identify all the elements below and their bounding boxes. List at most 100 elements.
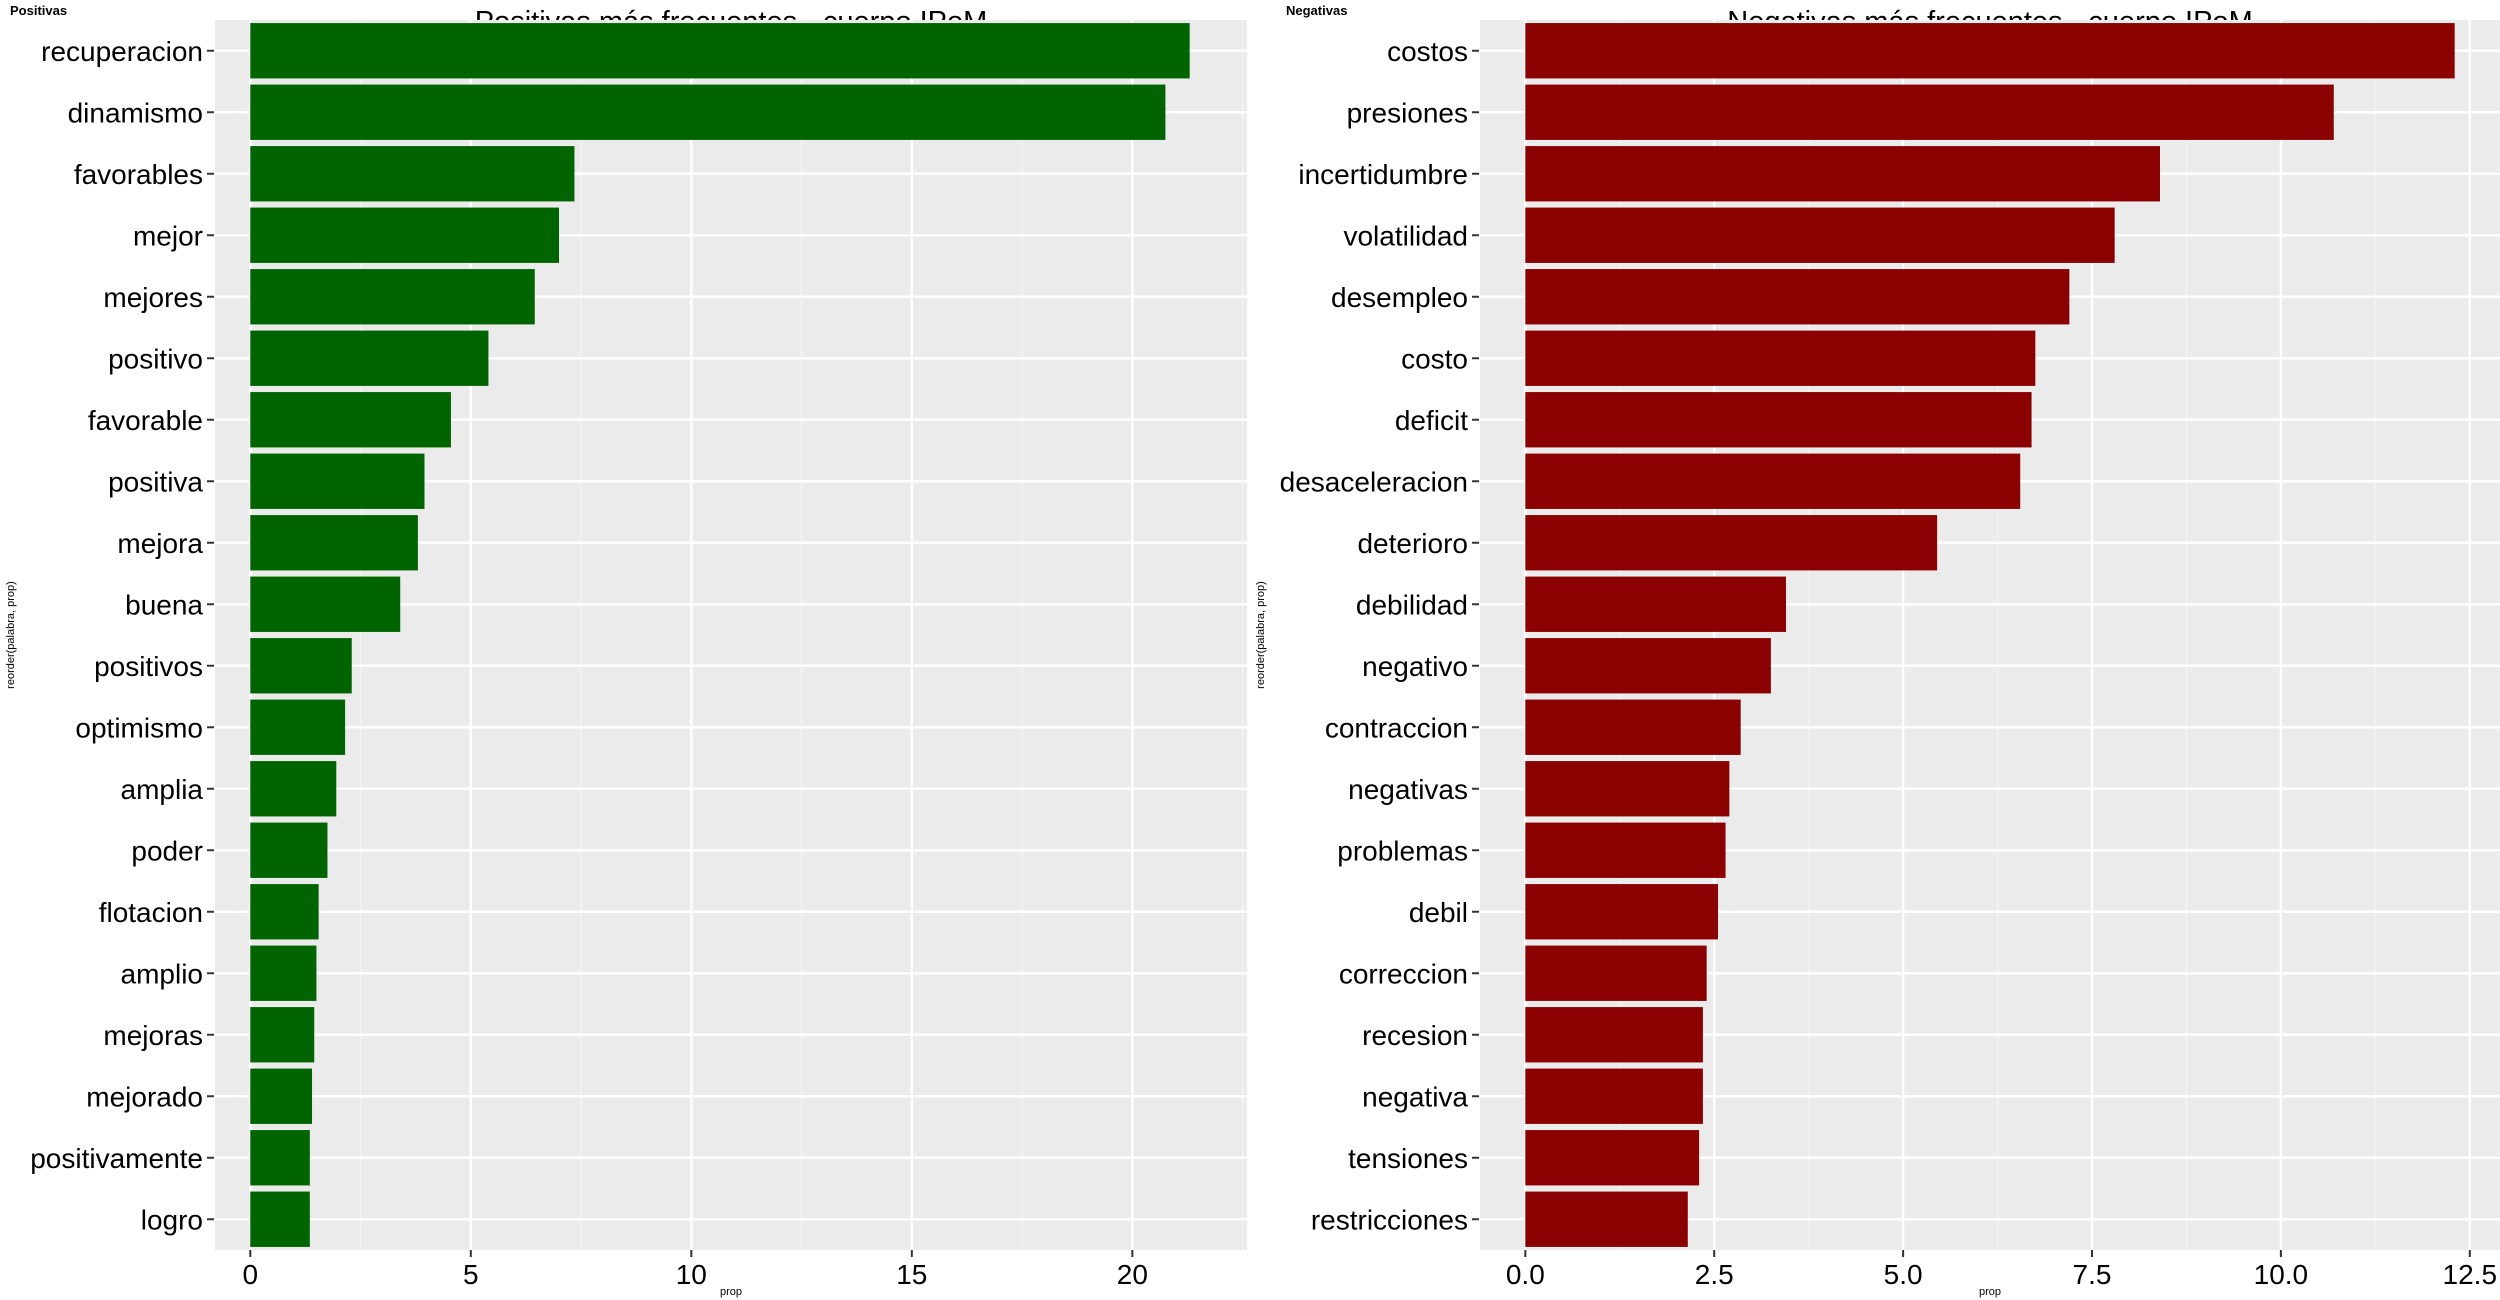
bar-positivamente	[250, 1130, 310, 1186]
category-label: negativa	[1362, 1081, 1468, 1112]
category-label: dinamismo	[68, 97, 203, 128]
bar-mejora	[250, 515, 418, 571]
category-label: deficit	[1395, 405, 1468, 436]
bar-debilidad	[1525, 576, 1786, 632]
x-tick-label: 12.5	[2443, 1259, 2498, 1290]
x-axis-title: prop	[1979, 1286, 2001, 1298]
x-tick-label: 5	[463, 1259, 479, 1290]
bar-recuperacion	[250, 23, 1190, 79]
category-label: favorables	[74, 159, 203, 190]
category-label: costo	[1401, 343, 1468, 374]
category-label: positivo	[108, 343, 203, 374]
bar-restricciones	[1525, 1191, 1688, 1247]
bar-tensiones	[1525, 1130, 1700, 1186]
category-label: mejorado	[86, 1081, 203, 1112]
bar-amplia	[250, 761, 337, 817]
x-tick-label: 0.0	[1506, 1259, 1545, 1290]
x-tick-label: 5.0	[1884, 1259, 1923, 1290]
plot-background	[215, 20, 1247, 1250]
bar-negativo	[1525, 638, 1771, 694]
category-label: mejores	[103, 282, 203, 313]
bar-negativa	[1525, 1068, 1703, 1124]
category-label: debilidad	[1356, 589, 1468, 620]
bar-mejores	[250, 269, 535, 325]
bar-mejoras	[250, 1007, 315, 1063]
x-tick-label: 15	[896, 1259, 927, 1290]
category-label: incertidumbre	[1298, 159, 1468, 190]
category-label: contraccion	[1325, 712, 1468, 743]
category-label: deterioro	[1357, 528, 1468, 559]
bar-dinamismo	[250, 84, 1166, 140]
bar-recesion	[1525, 1007, 1703, 1063]
plot-background	[1480, 20, 2500, 1250]
category-label: presiones	[1347, 97, 1468, 128]
chart-panel-positivas: PositivasPositivas más frecuentes - cuer…	[5, 3, 1247, 1298]
category-label: volatilidad	[1343, 220, 1468, 251]
x-tick-label: 2.5	[1695, 1259, 1734, 1290]
category-label: desaceleracion	[1280, 466, 1468, 497]
category-label: costos	[1387, 36, 1468, 67]
category-label: desempleo	[1331, 282, 1468, 313]
category-label: flotacion	[99, 897, 203, 928]
category-label: restricciones	[1311, 1204, 1468, 1235]
bar-deficit	[1525, 392, 2032, 448]
y-axis-title: reorder(palabra, prop)	[1255, 581, 1267, 689]
bar-flotacion	[250, 884, 319, 940]
x-tick-label: 10	[676, 1259, 707, 1290]
bar-problemas	[1525, 822, 1726, 878]
category-label: recesion	[1362, 1020, 1468, 1051]
bar-correccion	[1525, 945, 1707, 1001]
bar-desempleo	[1525, 269, 2070, 325]
category-label: logro	[141, 1204, 203, 1235]
category-label: tensiones	[1348, 1143, 1468, 1174]
bar-favorable	[250, 392, 451, 448]
bar-incertidumbre	[1525, 146, 2160, 202]
category-label: mejor	[133, 220, 203, 251]
category-label: positivos	[94, 651, 203, 682]
bar-negativas	[1525, 761, 1730, 817]
bar-costos	[1525, 23, 2455, 79]
bar-debil	[1525, 884, 1718, 940]
bar-optimismo	[250, 699, 346, 755]
bar-amplio	[250, 945, 317, 1001]
x-tick-label: 10.0	[2254, 1259, 2309, 1290]
x-axis-title: prop	[720, 1286, 742, 1298]
bar-presiones	[1525, 84, 2334, 140]
category-label: negativo	[1362, 651, 1468, 682]
panel-tag: Positivas	[10, 3, 67, 18]
bar-logro	[250, 1191, 310, 1247]
x-tick-label: 7.5	[2073, 1259, 2112, 1290]
category-label: buena	[125, 589, 203, 620]
x-tick-label: 20	[1117, 1259, 1148, 1290]
category-label: recuperacion	[41, 36, 203, 67]
bar-positivos	[250, 638, 352, 694]
category-label: mejoras	[103, 1020, 203, 1051]
category-label: positivamente	[30, 1143, 203, 1174]
category-label: favorable	[88, 405, 203, 436]
bar-favorables	[250, 146, 575, 202]
bar-volatilidad	[1525, 207, 2115, 263]
category-label: poder	[131, 835, 203, 866]
category-label: correccion	[1339, 958, 1468, 989]
category-label: debil	[1409, 897, 1468, 928]
category-label: positiva	[108, 466, 203, 497]
chart-panel-negativas: NegativasNegativas más frecuentes - cuer…	[1255, 3, 2500, 1298]
panel-tag: Negativas	[1286, 3, 1347, 18]
category-label: negativas	[1348, 774, 1468, 805]
category-label: amplia	[121, 774, 204, 805]
bar-positiva	[250, 453, 425, 509]
bar-positivo	[250, 330, 489, 386]
bar-poder	[250, 822, 328, 878]
bar-contraccion	[1525, 699, 1741, 755]
bar-buena	[250, 576, 401, 632]
category-label: amplio	[121, 958, 203, 989]
category-label: problemas	[1337, 835, 1468, 866]
bar-costo	[1525, 330, 2036, 386]
category-label: mejora	[117, 528, 203, 559]
category-label: optimismo	[75, 712, 203, 743]
x-tick-label: 0	[242, 1259, 258, 1290]
y-axis-title: reorder(palabra, prop)	[5, 581, 17, 689]
bar-mejorado	[250, 1068, 313, 1124]
bar-mejor	[250, 207, 560, 263]
